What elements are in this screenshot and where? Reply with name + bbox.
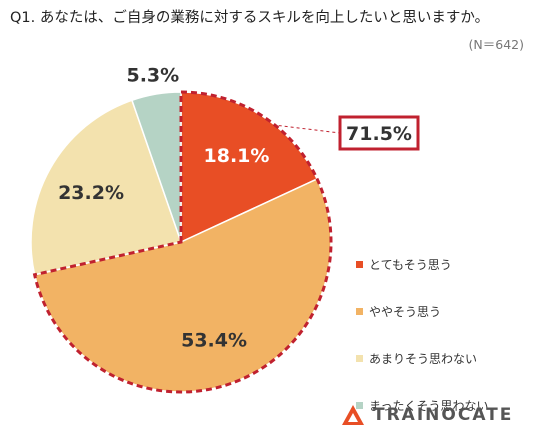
legend-swatch	[356, 307, 363, 315]
legend-swatch	[356, 260, 363, 268]
legend-item: まったくそう思わない	[356, 398, 489, 413]
pie-slice-labels: 18.1% 53.4% 23.2% 5.3%	[58, 64, 269, 351]
pie-slice	[131, 91, 182, 243]
legend-label: まったくそう思わない	[369, 398, 489, 413]
logo-mark-icon	[342, 405, 364, 425]
legend-item: とてもそう思う	[356, 257, 489, 272]
pie-slice-value-label: 5.3%	[126, 64, 179, 86]
legend-item: ややそう思う	[356, 304, 489, 319]
sample-size: (N＝642)	[468, 37, 524, 52]
callout-box	[338, 115, 420, 151]
pie-slice-value-label: 18.1%	[204, 145, 270, 167]
pie-slice	[30, 99, 182, 276]
legend-label: あまりそう思わない	[369, 351, 478, 366]
legend-item: あまりそう思わない	[356, 351, 489, 366]
callout-leader-line	[278, 125, 341, 134]
trainocate-logo: TRAINOCATE	[342, 405, 513, 425]
logo-text: TRAINOCATE	[373, 405, 514, 425]
pie-slices	[30, 91, 332, 393]
legend-label: とてもそう思う	[369, 257, 452, 272]
legend-label: ややそう思う	[369, 304, 442, 319]
callout-value: 71.5%	[346, 123, 412, 145]
highlight-outline	[32, 90, 333, 394]
legend-swatch	[356, 401, 363, 409]
pie-slice-value-label: 53.4%	[181, 330, 247, 352]
legend-swatch	[356, 354, 363, 362]
question-title: Q1. あなたは、ご自身の業務に対するスキルを向上したいと思いますか。	[10, 10, 490, 26]
legend: とてもそう思う ややそう思う あまりそう思わない まったくそう思わない	[356, 258, 489, 446]
pie-slice-value-label: 23.2%	[58, 182, 124, 204]
